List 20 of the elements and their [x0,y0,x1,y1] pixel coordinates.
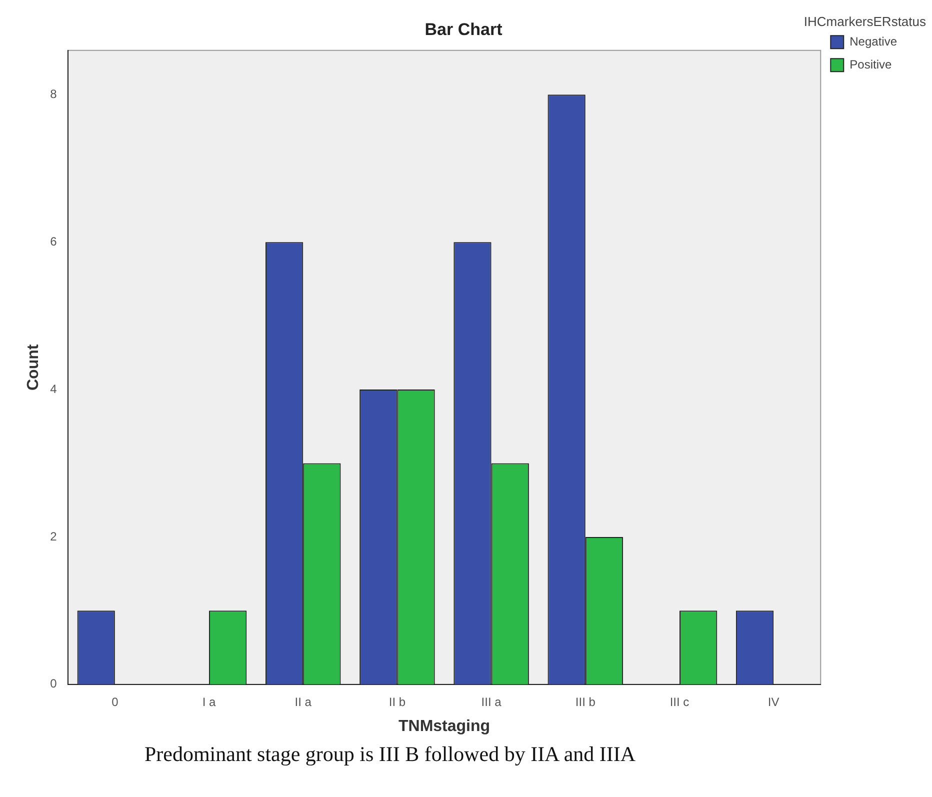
legend-title: IHCmarkersERstatus [804,14,926,29]
legend-label: Positive [850,57,892,72]
y-tick-label: 8 [50,86,58,101]
x-tick-label: III c [670,694,690,709]
y-tick-label: 6 [50,234,58,248]
x-tick-label: III b [575,694,596,709]
text: Predominant stage group is III B followed by IIA and IIIA [143,742,637,767]
y-axis-title: Count [25,344,42,390]
x-tick-label: III a [481,694,502,709]
y-tick-label: 2 [50,529,58,544]
x-axis-title: TNMstaging [398,718,490,735]
chart-title: Bar Chart [424,20,503,39]
x-tick-label: 0 [112,694,119,709]
legend-label: Negative [850,34,898,48]
y-tick-label: 0 [50,676,58,691]
x-tick-label: II b [388,694,406,709]
x-tick-label: I a [202,694,216,709]
x-tick-label: IV [768,694,780,709]
y-tick-label: 4 [50,382,58,396]
x-tick-label: II a [294,694,312,709]
